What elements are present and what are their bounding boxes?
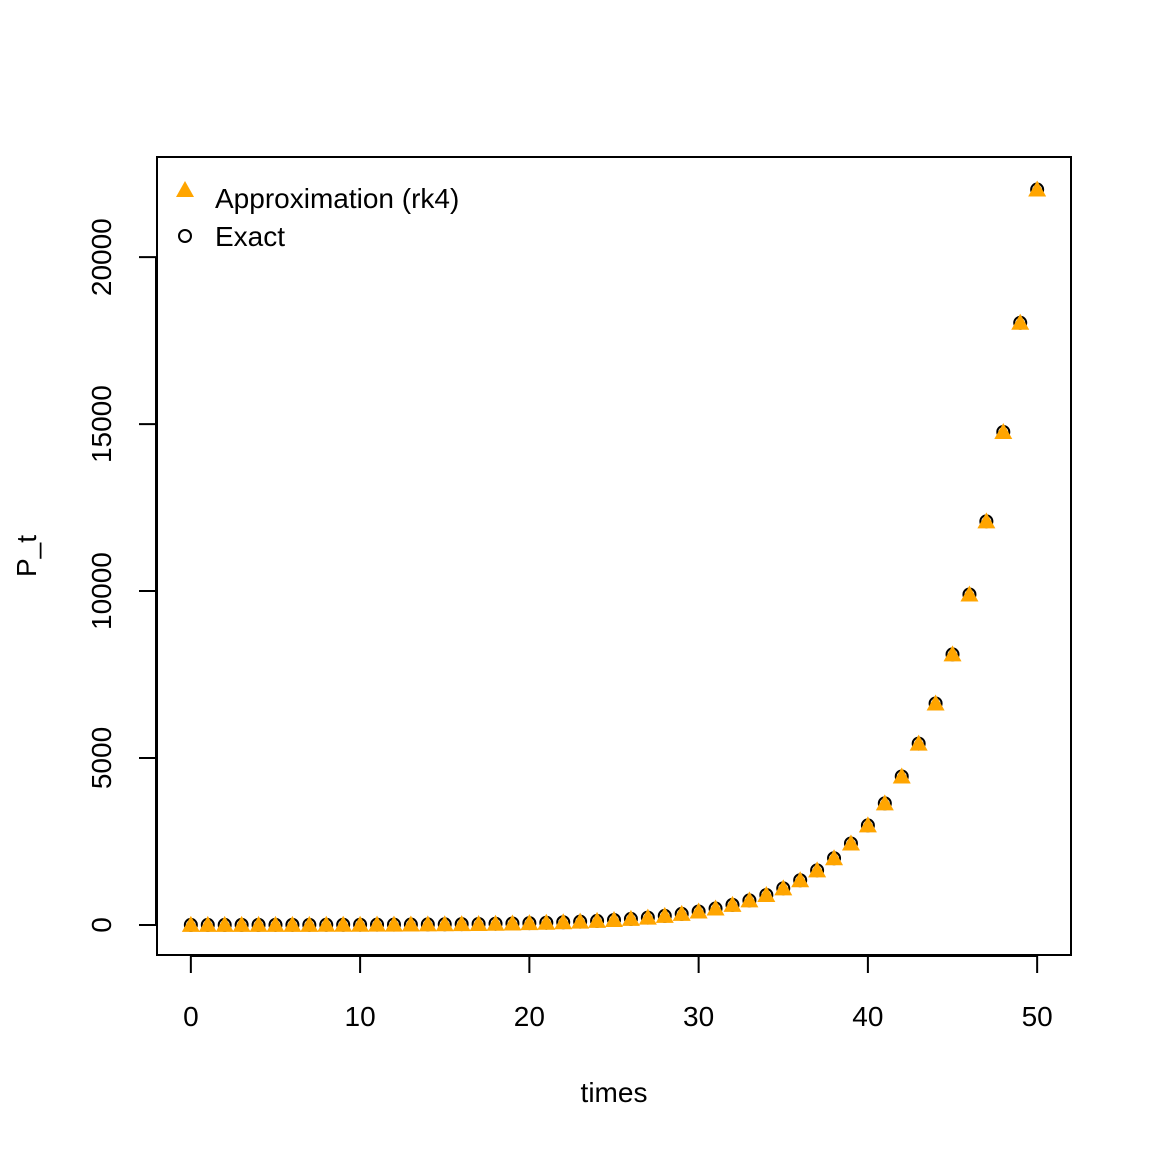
approximation-point — [520, 914, 539, 931]
approximation-point — [757, 885, 776, 902]
approximation-point — [858, 816, 877, 833]
approximation-point — [469, 914, 488, 931]
approximation-point — [554, 913, 573, 930]
approximation-point — [672, 904, 691, 921]
x-tick-label: 40 — [852, 1001, 883, 1032]
approximation-point — [266, 915, 285, 932]
approximation-point — [384, 915, 403, 932]
legend: Approximation (rk4) Exact — [176, 181, 459, 252]
approximation-point — [808, 861, 827, 878]
y-tick-label: 5000 — [86, 727, 117, 789]
approximation-point — [621, 909, 640, 926]
plot-frame — [156, 156, 1072, 956]
approximation-point — [283, 915, 302, 932]
approximation-point — [452, 915, 471, 932]
x-tick-label: 0 — [183, 1001, 199, 1032]
approximation-point — [215, 915, 234, 932]
data-points-group — [181, 180, 1047, 932]
x-tick-label: 10 — [345, 1001, 376, 1032]
approximation-point — [232, 915, 251, 932]
approximation-point — [723, 895, 742, 912]
x-tick-label: 30 — [683, 1001, 714, 1032]
approximation-point — [1011, 313, 1030, 330]
approximation-point — [368, 915, 387, 932]
approximation-point — [300, 915, 319, 932]
approximation-point — [655, 906, 674, 923]
approximation-point — [706, 899, 725, 916]
approximation-point — [841, 834, 860, 851]
approximation-point — [909, 734, 928, 751]
approximation-point — [486, 914, 505, 931]
approximation-point — [689, 902, 708, 919]
approximation-point — [875, 794, 894, 811]
approximation-point — [943, 645, 962, 662]
approximation-point — [960, 585, 979, 602]
legend-label-approximation: Approximation (rk4) — [215, 183, 459, 214]
approximation-point — [401, 915, 420, 932]
y-axis-label: P_t — [11, 535, 42, 577]
legend-label-exact: Exact — [215, 221, 285, 252]
approximation-point — [571, 912, 590, 929]
approximation-point — [1028, 180, 1047, 197]
approximation-point — [977, 512, 996, 529]
approximation-point — [588, 911, 607, 928]
approximation-point — [334, 915, 353, 932]
approximation-point — [503, 914, 522, 931]
approximation-point — [926, 694, 945, 711]
approximation-point — [892, 767, 911, 784]
legend-marker-exact — [178, 229, 192, 243]
approximation-point — [605, 911, 623, 928]
approximation-point — [198, 915, 217, 932]
y-tick-label: 20000 — [86, 218, 117, 296]
approximation-point — [740, 891, 759, 908]
x-tick-label: 50 — [1022, 1001, 1053, 1032]
y-tick-label: 0 — [86, 917, 117, 933]
approximation-point — [435, 915, 454, 932]
approximation-point — [537, 913, 556, 930]
approximation-point — [791, 871, 810, 888]
x-axis-label: times — [581, 1077, 648, 1108]
approximation-point — [351, 915, 370, 932]
y-tick-label: 15000 — [86, 385, 117, 463]
approximation-point — [774, 879, 793, 896]
approximation-point — [249, 915, 268, 932]
approximation-point — [994, 422, 1013, 439]
approximation-point — [638, 908, 657, 925]
x-tick-label: 20 — [514, 1001, 545, 1032]
legend-marker-approximation — [176, 181, 194, 197]
approximation-point — [825, 849, 844, 866]
y-tick-label: 10000 — [86, 552, 117, 630]
approximation-point — [317, 915, 336, 932]
approximation-point — [181, 915, 200, 932]
approximation-point — [418, 915, 437, 932]
